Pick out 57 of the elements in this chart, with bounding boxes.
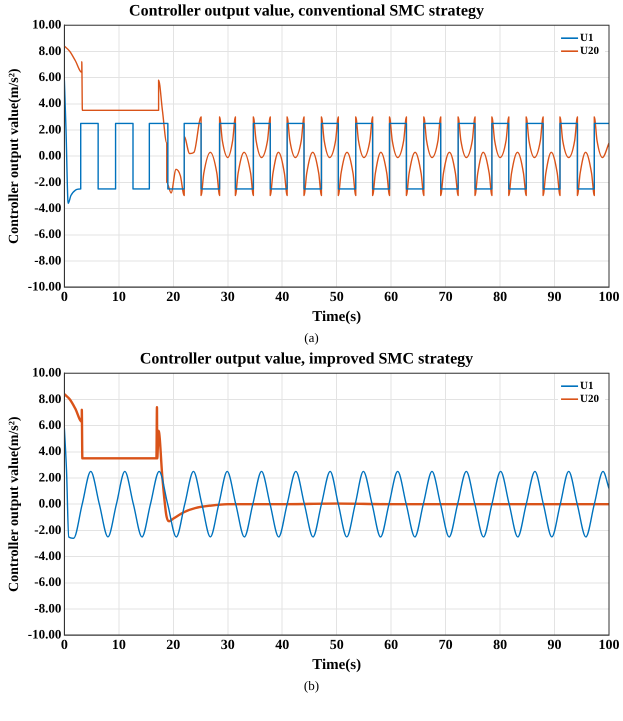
y-axis-title: Controller output value(m/s²) [7, 68, 22, 244]
line-series [64, 392, 609, 522]
x-axis-title: Time(s) [312, 308, 362, 325]
x-tick-label: 50 [330, 638, 344, 654]
y-tick-label: 2.00 [38, 121, 62, 136]
y-tick-label: -6.00 [34, 226, 62, 242]
x-tick-label: 60 [384, 638, 398, 654]
y-tick-label: 6.00 [38, 416, 62, 432]
y-tick-label: -4.00 [34, 200, 62, 215]
x-tick-label: 70 [438, 290, 453, 306]
x-tick-label: 90 [548, 290, 562, 306]
y-axis-title: Controller output value(m/s²) [7, 416, 22, 592]
legend-label: U1 [580, 32, 594, 44]
x-tick-label: 40 [275, 290, 290, 306]
y-tick-label: 4.00 [38, 443, 62, 458]
text: (a) [303, 330, 320, 347]
x-tick-label: 80 [493, 638, 508, 654]
y-tick-label: -8.00 [34, 252, 62, 268]
y-tick-label: 0.00 [38, 496, 62, 511]
x-tick-label: 70 [438, 638, 453, 654]
x-tick-label: 0 [60, 638, 68, 654]
x-tick-label: 20 [166, 290, 180, 306]
chart-title: Controller output value, conventional SMC strategy [129, 2, 484, 20]
y-tick-label: -6.00 [34, 574, 62, 590]
x-tick-label: 80 [493, 290, 508, 306]
x-tick-label: 50 [330, 290, 344, 306]
x-tick-label: 90 [548, 638, 562, 654]
x-tick-label: 30 [220, 638, 235, 654]
text: (b) [302, 678, 320, 695]
y-tick-label: 10.00 [32, 16, 62, 32]
x-tick-label: 60 [384, 290, 398, 306]
y-tick-label: -4.00 [34, 548, 62, 563]
x-tick-label: 10 [112, 290, 126, 306]
y-tick-label: -10.00 [28, 278, 62, 294]
y-tick-label: 8.00 [38, 42, 62, 58]
x-tick-label: 0 [60, 290, 68, 306]
y-tick-label: 10.00 [32, 364, 62, 380]
y-tick-label: -2.00 [34, 522, 62, 537]
y-tick-label: 6.00 [38, 68, 62, 84]
x-tick-label: 10 [112, 638, 126, 654]
y-tick-label: 4.00 [38, 95, 62, 110]
y-tick-label: -2.00 [34, 174, 62, 189]
x-tick-label: 40 [275, 638, 290, 654]
x-tick-label: 100 [598, 638, 620, 654]
legend-label: U20 [580, 45, 600, 58]
x-tick-label: 100 [598, 290, 620, 306]
y-tick-label: -10.00 [28, 626, 62, 642]
chart-title: Controller output value, improved SMC strategy [140, 350, 474, 368]
y-tick-label: -8.00 [34, 600, 62, 616]
y-tick-label: 2.00 [38, 469, 62, 484]
x-tick-label: 20 [166, 638, 180, 654]
legend-label: U1 [580, 380, 594, 392]
y-tick-label: 8.00 [38, 390, 62, 406]
x-axis-title: Time(s) [312, 656, 362, 673]
legend-label: U20 [580, 393, 600, 406]
y-tick-label: 0.00 [38, 148, 62, 163]
x-tick-label: 30 [220, 290, 235, 306]
